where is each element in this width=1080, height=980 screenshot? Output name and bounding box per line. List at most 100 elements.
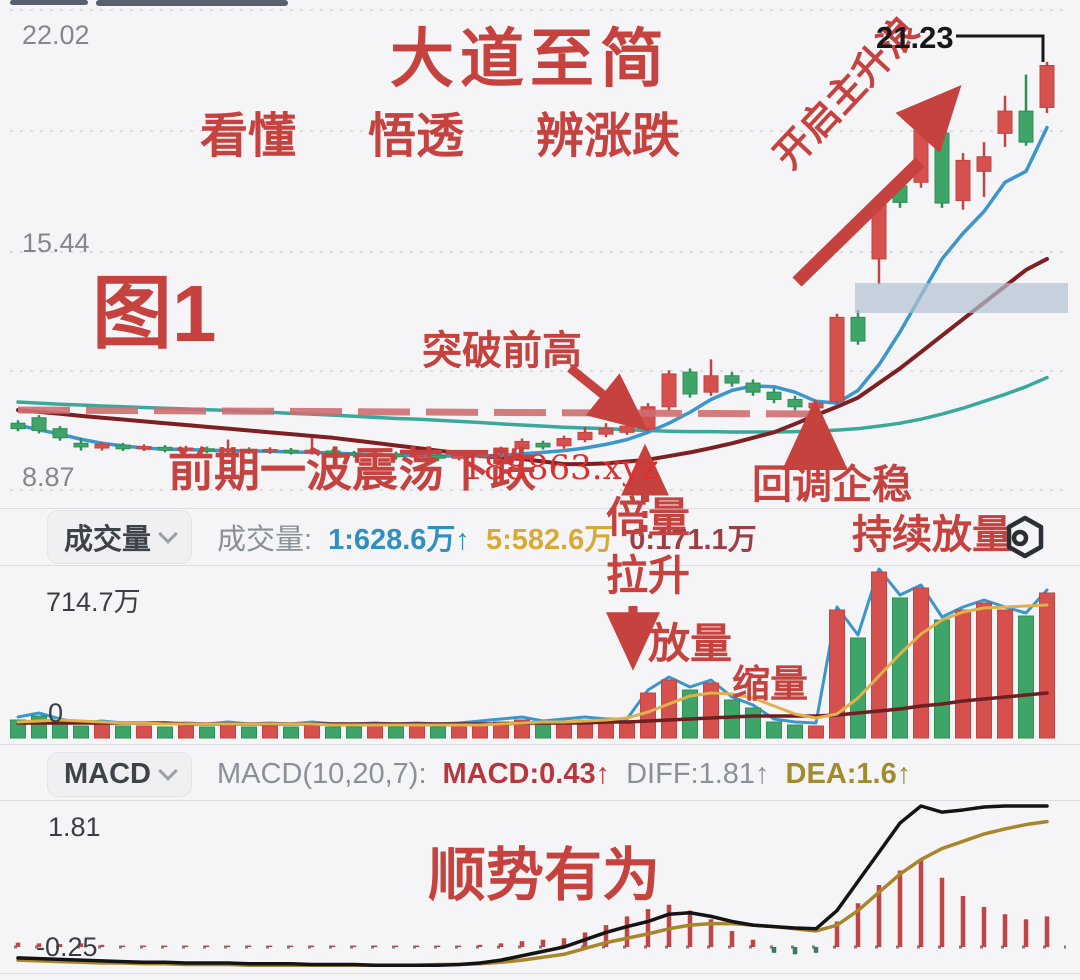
annotation-subtitle: 看懂 悟透 辨涨跌 bbox=[200, 110, 681, 163]
volume-bar bbox=[409, 725, 425, 739]
settings-icon[interactable] bbox=[1002, 514, 1048, 560]
volume-bar bbox=[934, 619, 950, 739]
candle-body bbox=[304, 449, 320, 453]
macd-header: MACD MACD(10,20,7): MACD:0.43↑ DIFF:1.81… bbox=[0, 747, 1080, 801]
divider bbox=[0, 744, 1080, 745]
annotation-vol-expand: 放量 bbox=[648, 620, 733, 667]
volume-ma10-value: 0:171.1万 bbox=[629, 524, 757, 556]
candle-body bbox=[199, 448, 215, 452]
candle-body bbox=[493, 447, 509, 454]
candle-body bbox=[787, 398, 803, 408]
annotation-subtitle-word: 辨涨跌 bbox=[536, 110, 681, 163]
volume-bar bbox=[766, 721, 782, 739]
divider bbox=[0, 800, 1080, 801]
candle-body bbox=[409, 454, 425, 458]
volume-bar bbox=[619, 721, 635, 739]
candle-body bbox=[850, 316, 866, 342]
volume-bar bbox=[157, 726, 173, 739]
candle-body bbox=[388, 453, 404, 458]
candle-body bbox=[1018, 110, 1034, 143]
annotation-pullback: 回调企稳 bbox=[752, 463, 912, 507]
volume-ma5-value: 5:582.6万 bbox=[485, 524, 614, 556]
volume-bar bbox=[241, 726, 257, 739]
candle-body bbox=[745, 382, 761, 393]
candle-body bbox=[94, 443, 110, 449]
candle-body bbox=[220, 448, 236, 452]
volume-bar bbox=[346, 726, 362, 739]
annotation-figure-label: 图1 bbox=[92, 269, 217, 358]
volume-bar bbox=[220, 724, 236, 739]
candle-body bbox=[934, 132, 950, 204]
price-callout-value: 21.23 bbox=[876, 20, 954, 55]
volume-indicator-selector[interactable]: 成交量 bbox=[48, 511, 192, 563]
volume-bar bbox=[976, 602, 992, 739]
candle-body bbox=[955, 159, 971, 202]
volume-bar bbox=[892, 597, 908, 739]
candle-body bbox=[556, 438, 572, 447]
volume-bar bbox=[787, 724, 803, 739]
watermark: 188863.xyz bbox=[462, 448, 659, 488]
volume-bar bbox=[178, 725, 194, 739]
candle-body bbox=[514, 440, 530, 450]
volume-legend: 成交量: 1:628.6万↑ 5:582.6万 0:171.1万 bbox=[217, 516, 757, 558]
volume-ma5-line bbox=[16, 603, 1049, 727]
diff-value: DIFF:1.81↑ bbox=[626, 757, 770, 790]
candle-body bbox=[52, 428, 68, 439]
volume-ma1-value: 1:628.6万↑ bbox=[328, 524, 470, 556]
macd-indicator-selector[interactable]: MACD bbox=[48, 752, 191, 796]
candle-body bbox=[178, 447, 194, 451]
macd-axis-max: 1.81 bbox=[48, 812, 101, 842]
volume-bar bbox=[304, 724, 320, 739]
divider bbox=[0, 508, 1080, 509]
divider bbox=[0, 565, 1080, 566]
volume-header: 成交量 成交量: 1:628.6万↑ 5:582.6万 0:171.1万 bbox=[0, 510, 1080, 564]
volume-bar bbox=[451, 725, 467, 739]
volume-bar bbox=[136, 725, 152, 739]
annotation-subtitle-word: 悟透 bbox=[368, 110, 465, 163]
candle-body bbox=[157, 446, 173, 451]
candle-body bbox=[325, 450, 341, 454]
volume-bar bbox=[598, 721, 614, 739]
macd-selector-label: MACD bbox=[64, 757, 151, 790]
candle-body bbox=[73, 442, 89, 448]
candle-body bbox=[241, 448, 257, 453]
candle-body bbox=[892, 185, 908, 203]
volume-bar bbox=[682, 689, 698, 739]
volume-bar bbox=[73, 725, 89, 739]
candle-body bbox=[871, 201, 887, 260]
annotation-vol-persist: 持续放量 bbox=[852, 513, 1012, 557]
candle-body bbox=[619, 425, 635, 433]
volume-bar bbox=[430, 726, 446, 739]
volume-bar bbox=[1018, 615, 1034, 739]
annotation-vol-pullup: 拉升 bbox=[606, 552, 691, 599]
candle-body bbox=[346, 452, 362, 456]
volume-bar bbox=[955, 609, 971, 739]
volume-bar bbox=[871, 571, 887, 739]
candle-body bbox=[640, 406, 656, 430]
volume-axis-max: 714.7万 bbox=[46, 587, 141, 617]
candle-body bbox=[913, 107, 929, 183]
candle-body bbox=[976, 156, 992, 172]
candle-body bbox=[136, 446, 152, 450]
volume-bar bbox=[388, 726, 404, 739]
volume-selector-label: 成交量 bbox=[64, 524, 152, 556]
candle-body bbox=[451, 454, 467, 459]
macd-axis-min: -0.25 bbox=[36, 932, 98, 962]
price-axis-max: 22.02 bbox=[22, 20, 90, 50]
candle-body bbox=[829, 316, 845, 402]
candle-body bbox=[1039, 64, 1055, 108]
dea-value: DEA:1.6↑ bbox=[785, 757, 912, 790]
volume-bar bbox=[850, 637, 866, 739]
chevron-down-icon bbox=[158, 761, 178, 781]
candle-body bbox=[598, 428, 614, 435]
annotation-vol-double: 倍量 bbox=[606, 494, 691, 541]
candle-body bbox=[997, 110, 1013, 134]
volume-bar bbox=[199, 726, 215, 739]
volume-bar bbox=[115, 725, 131, 739]
volume-bar bbox=[997, 609, 1013, 739]
candle-body bbox=[682, 371, 698, 395]
candle-body bbox=[577, 431, 593, 441]
candle-body bbox=[430, 454, 446, 459]
